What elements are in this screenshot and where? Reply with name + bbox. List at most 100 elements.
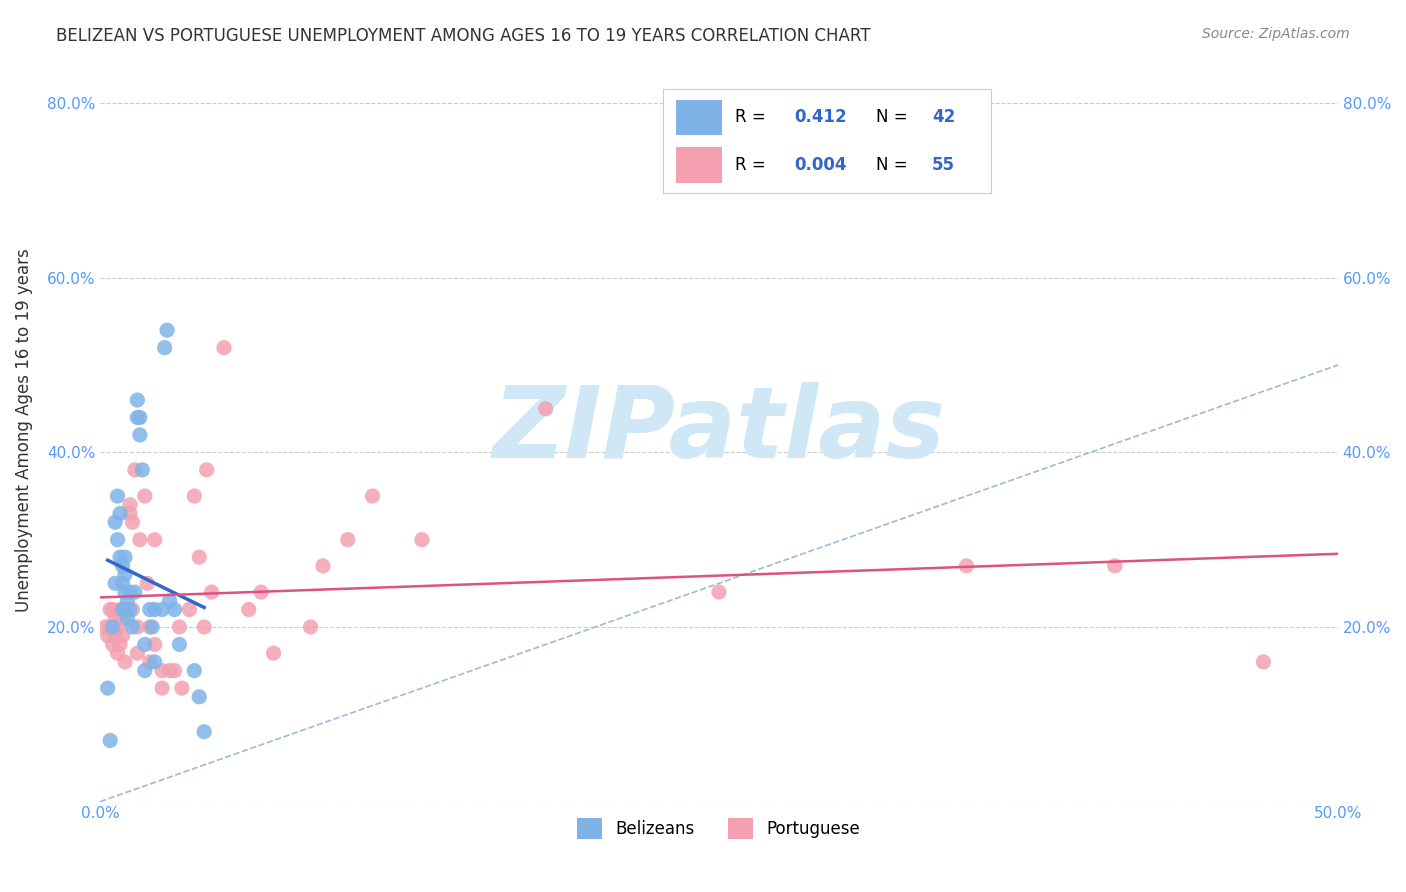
Point <box>134 637 156 651</box>
Point <box>150 681 173 695</box>
Point <box>121 515 143 529</box>
Point <box>101 637 124 651</box>
Legend: Belizeans, Portuguese: Belizeans, Portuguese <box>571 812 868 846</box>
Point <box>97 629 120 643</box>
Point <box>108 550 131 565</box>
Point <box>193 620 215 634</box>
Point <box>111 576 134 591</box>
Point <box>114 602 136 616</box>
Point <box>134 664 156 678</box>
Point <box>1253 655 1275 669</box>
Point <box>150 602 173 616</box>
Point <box>101 602 124 616</box>
Point <box>104 611 127 625</box>
Point <box>188 550 211 565</box>
Point <box>118 585 141 599</box>
Point <box>111 629 134 643</box>
Point <box>136 576 159 591</box>
Point <box>250 585 273 599</box>
Point <box>124 463 146 477</box>
Point <box>107 489 129 503</box>
Point <box>955 558 977 573</box>
Point <box>114 585 136 599</box>
Point <box>238 602 260 616</box>
Point <box>193 724 215 739</box>
Point <box>201 585 224 599</box>
Point <box>111 558 134 573</box>
Text: ZIPatlas: ZIPatlas <box>492 382 945 479</box>
Text: BELIZEAN VS PORTUGUESE UNEMPLOYMENT AMONG AGES 16 TO 19 YEARS CORRELATION CHART: BELIZEAN VS PORTUGUESE UNEMPLOYMENT AMON… <box>56 27 870 45</box>
Point <box>150 664 173 678</box>
Point <box>170 681 193 695</box>
Point <box>212 341 235 355</box>
Point <box>98 733 121 747</box>
Point <box>534 401 557 416</box>
Point <box>114 550 136 565</box>
Point <box>1104 558 1126 573</box>
Point <box>108 507 131 521</box>
Point <box>139 620 162 634</box>
Point <box>111 602 134 616</box>
Point <box>179 602 201 616</box>
Point <box>121 602 143 616</box>
Point <box>153 341 176 355</box>
Point <box>183 489 205 503</box>
Point <box>131 463 153 477</box>
Point <box>159 594 181 608</box>
Point <box>299 620 322 634</box>
Point <box>143 602 166 616</box>
Point <box>114 567 136 582</box>
Point <box>107 646 129 660</box>
Point <box>188 690 211 704</box>
Point <box>124 585 146 599</box>
Point <box>107 620 129 634</box>
Point <box>104 629 127 643</box>
Point <box>108 602 131 616</box>
Point <box>128 410 150 425</box>
Point <box>183 664 205 678</box>
Point <box>312 558 335 573</box>
Point <box>195 463 218 477</box>
Point <box>169 620 191 634</box>
Point <box>134 489 156 503</box>
Point <box>156 323 179 337</box>
Point <box>411 533 433 547</box>
Point <box>118 507 141 521</box>
Point <box>143 533 166 547</box>
Point <box>98 620 121 634</box>
Point <box>128 533 150 547</box>
Point <box>108 637 131 651</box>
Point <box>336 533 359 547</box>
Point <box>707 585 730 599</box>
Y-axis label: Unemployment Among Ages 16 to 19 years: Unemployment Among Ages 16 to 19 years <box>15 249 32 613</box>
Point <box>143 637 166 651</box>
Point <box>118 498 141 512</box>
Point <box>104 576 127 591</box>
Point <box>128 428 150 442</box>
Point <box>104 515 127 529</box>
Point <box>141 620 163 634</box>
Point <box>139 655 162 669</box>
Point <box>143 655 166 669</box>
Point <box>139 602 162 616</box>
Point <box>107 533 129 547</box>
Point <box>117 594 139 608</box>
Point <box>98 602 121 616</box>
Point <box>101 620 124 634</box>
Point <box>163 664 186 678</box>
Text: Source: ZipAtlas.com: Source: ZipAtlas.com <box>1202 27 1350 41</box>
Point <box>163 602 186 616</box>
Point <box>127 392 149 407</box>
Point <box>94 620 117 634</box>
Point <box>169 637 191 651</box>
Point <box>127 646 149 660</box>
Point <box>127 410 149 425</box>
Point <box>111 611 134 625</box>
Point <box>117 611 139 625</box>
Point <box>127 620 149 634</box>
Point <box>97 681 120 695</box>
Point <box>118 602 141 616</box>
Point <box>361 489 384 503</box>
Point <box>159 664 181 678</box>
Point <box>114 655 136 669</box>
